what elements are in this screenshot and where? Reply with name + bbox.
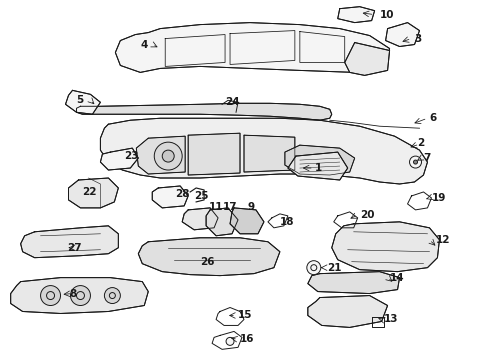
Text: 19: 19 [432, 193, 446, 203]
Polygon shape [136, 136, 185, 174]
Polygon shape [188, 133, 240, 175]
Circle shape [71, 285, 91, 306]
Polygon shape [308, 296, 388, 328]
Circle shape [41, 285, 61, 306]
Text: 4: 4 [141, 40, 148, 50]
Text: 21: 21 [327, 263, 341, 273]
Polygon shape [69, 178, 119, 208]
Text: 18: 18 [280, 217, 294, 227]
Polygon shape [66, 90, 100, 114]
Polygon shape [288, 152, 348, 180]
Circle shape [154, 142, 182, 170]
Text: 12: 12 [436, 235, 450, 245]
Text: 7: 7 [423, 153, 431, 163]
Circle shape [226, 337, 234, 345]
Text: 5: 5 [76, 95, 83, 105]
Polygon shape [152, 186, 188, 208]
Polygon shape [11, 278, 148, 314]
Text: 23: 23 [124, 151, 138, 161]
Polygon shape [244, 135, 295, 172]
Polygon shape [386, 23, 419, 46]
Text: 13: 13 [384, 314, 398, 324]
Polygon shape [100, 148, 138, 170]
Text: 2: 2 [417, 138, 425, 148]
Text: 20: 20 [360, 210, 374, 220]
Text: 28: 28 [175, 189, 190, 199]
Text: 25: 25 [194, 191, 209, 201]
Text: 15: 15 [238, 310, 252, 320]
Text: 3: 3 [415, 33, 422, 44]
Circle shape [414, 160, 417, 164]
Polygon shape [206, 208, 238, 236]
Text: 16: 16 [240, 334, 254, 345]
Text: 10: 10 [380, 10, 394, 20]
Text: 14: 14 [390, 273, 404, 283]
Text: 22: 22 [82, 187, 97, 197]
Circle shape [104, 288, 121, 303]
Text: 11: 11 [209, 202, 223, 212]
Polygon shape [345, 42, 390, 75]
Polygon shape [285, 145, 355, 175]
Polygon shape [138, 238, 280, 276]
Text: 8: 8 [70, 289, 77, 298]
Circle shape [410, 156, 421, 168]
Polygon shape [76, 103, 332, 120]
Text: 17: 17 [223, 202, 238, 212]
Text: 27: 27 [67, 243, 82, 253]
Circle shape [162, 150, 174, 162]
Text: 1: 1 [315, 163, 322, 173]
Text: 24: 24 [225, 97, 240, 107]
Polygon shape [182, 208, 218, 230]
Text: 26: 26 [200, 257, 214, 267]
Polygon shape [338, 7, 375, 23]
Polygon shape [21, 226, 119, 258]
Polygon shape [332, 222, 440, 272]
Text: 6: 6 [429, 113, 437, 123]
Polygon shape [230, 208, 264, 234]
Circle shape [307, 261, 321, 275]
Polygon shape [115, 23, 390, 72]
Polygon shape [308, 272, 399, 293]
Text: 9: 9 [248, 202, 255, 212]
Polygon shape [100, 118, 427, 184]
